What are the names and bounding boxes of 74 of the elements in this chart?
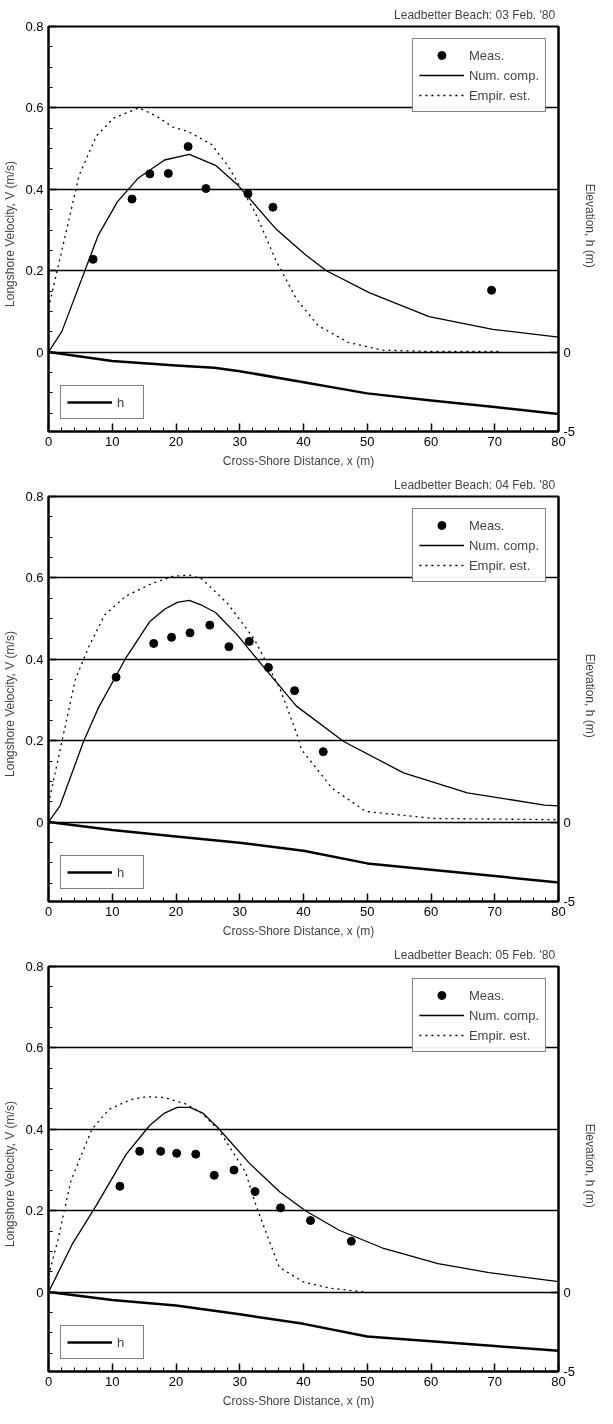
legend-label: Num. comp. <box>468 1007 539 1023</box>
point <box>290 686 300 696</box>
x-tick-label: 60 <box>423 1373 439 1389</box>
y2-axis-title: Elevation, h (m) <box>583 183 598 268</box>
y2-tick-label: 0 <box>563 344 571 360</box>
legend-label: Num. comp. <box>468 67 539 83</box>
y-tick-label: 0 <box>36 814 44 830</box>
point <box>318 747 328 757</box>
legend-label: Num. comp. <box>468 537 539 553</box>
y2-axis-title: Elevation, h (m) <box>583 653 598 738</box>
x-tick-label: 20 <box>168 1373 184 1389</box>
y-tick-label: 0.4 <box>25 1121 44 1137</box>
y2-tick-label: 0 <box>563 814 571 830</box>
x-tick-label: 70 <box>487 903 502 919</box>
x-axis-title: Cross-Shore Distance, x (m) <box>222 923 375 938</box>
x-tick-label: 70 <box>487 1373 502 1389</box>
x-axis-title: Cross-Shore Distance, x (m) <box>222 453 375 468</box>
y-tick-label: 0 <box>36 344 44 360</box>
y-tick-label: 0.8 <box>25 489 44 504</box>
x-tick-label: 40 <box>296 433 311 449</box>
x-tick-label: 50 <box>360 1373 375 1389</box>
legend-label: Meas. <box>468 517 505 533</box>
x-tick-label: 40 <box>296 903 311 919</box>
x-tick-label: 80 <box>551 1373 566 1389</box>
y-tick-label: 0.4 <box>25 181 44 197</box>
legend-label: h <box>117 864 126 880</box>
x-tick-label: 10 <box>105 1373 120 1389</box>
x-tick-label: 50 <box>360 433 375 449</box>
point <box>244 636 254 646</box>
point <box>185 628 195 638</box>
x-tick-label: 40 <box>296 1373 311 1389</box>
x-tick-label: 30 <box>232 1373 247 1389</box>
legend-label: Empir. est. <box>468 557 531 573</box>
y-axis-title: Longshore Velocity, V (m/s) <box>3 161 18 307</box>
point <box>167 632 177 642</box>
legend-label: Empir. est. <box>468 87 531 103</box>
x-tick-label: 20 <box>168 903 184 919</box>
x-tick-label: 60 <box>423 903 439 919</box>
y-tick-label: 0.6 <box>25 1040 44 1056</box>
y-tick-label: 0.4 <box>25 651 44 667</box>
chart-title: Leadbetter Beach: 03 Feb. '80 <box>394 7 556 22</box>
y-tick-label: 0.2 <box>25 1203 44 1219</box>
legend-label: h <box>117 1334 126 1350</box>
point <box>149 638 159 648</box>
y-tick-label: 0.2 <box>25 263 44 279</box>
legend-label: Empir. est. <box>468 1027 531 1043</box>
x-tick-label: 30 <box>232 433 247 449</box>
x-axis-title: Cross-Shore Distance, x (m) <box>222 1393 375 1408</box>
x-tick-label: 70 <box>487 433 502 449</box>
legend-label: h <box>117 394 126 410</box>
chart-title: Leadbetter Beach: 05 Feb. '80 <box>394 947 556 962</box>
y-tick-label: 0 <box>36 1284 44 1300</box>
y-tick-label: 0.2 <box>25 733 44 749</box>
x-tick-label: 10 <box>105 433 120 449</box>
y-axis-title: Longshore Velocity, V (m/s) <box>3 631 18 777</box>
x-tick-label: 50 <box>360 903 375 919</box>
chart-title: Leadbetter Beach: 04 Feb. '80 <box>394 477 556 492</box>
point <box>224 642 234 652</box>
y-tick-label: 0.8 <box>25 959 44 974</box>
x-tick-label: 30 <box>232 903 247 919</box>
legend-label: Meas. <box>468 47 505 63</box>
y-axis-title: Longshore Velocity, V (m/s) <box>3 1101 18 1247</box>
y2-tick-label: 0 <box>563 1284 571 1300</box>
x-tick-label: 10 <box>105 903 120 919</box>
point <box>205 620 215 630</box>
legend-label: Meas. <box>468 987 505 1003</box>
y-tick-label: 0.8 <box>25 19 44 34</box>
x-tick-label: 80 <box>551 433 566 449</box>
y-tick-label: 0.6 <box>25 100 44 116</box>
y-tick-label: 0.6 <box>25 570 44 586</box>
x-tick-label: 20 <box>168 433 184 449</box>
y2-axis-title: Elevation, h (m) <box>583 1123 598 1208</box>
x-tick-label: 60 <box>423 433 439 449</box>
x-tick-label: 80 <box>551 903 566 919</box>
